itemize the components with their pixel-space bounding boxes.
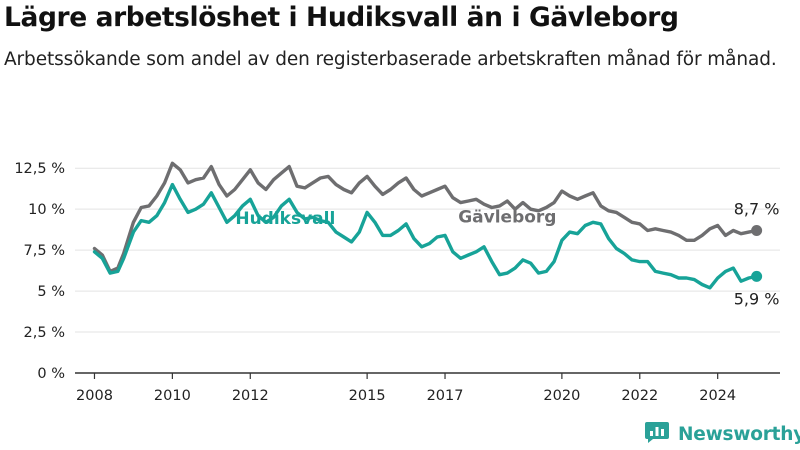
y-tick-label: 0 % bbox=[37, 366, 65, 382]
series-label-gavleborg: Gävleborg bbox=[458, 207, 556, 227]
x-tick-label: 2010 bbox=[154, 388, 191, 404]
y-tick-label: 12,5 % bbox=[14, 161, 65, 177]
y-axis-ticks: 0 % 2,5 % 5 % 7,5 % 10 % 12,5 % bbox=[14, 161, 65, 382]
brand-logo[interactable]: Newsworthy bbox=[644, 420, 800, 448]
x-tick-label: 2015 bbox=[349, 388, 386, 404]
end-value-gavleborg: 8,7 % bbox=[734, 199, 780, 218]
series-end-point bbox=[751, 224, 763, 236]
series-line-gavleborg bbox=[92, 161, 759, 274]
x-tick-label: 2020 bbox=[543, 388, 580, 404]
page-subtitle: Arbetssökande som andel av den registerb… bbox=[4, 49, 777, 70]
page-title: Lägre arbetslöshet i Hudiksvall än i Gäv… bbox=[4, 2, 679, 33]
series-line-hudiksvall bbox=[92, 182, 759, 290]
x-axis-ticks: 2008 2010 2012 2015 2017 2020 2022 2024 bbox=[76, 373, 736, 404]
y-tick-label: 7,5 % bbox=[24, 243, 65, 259]
x-tick-label: 2022 bbox=[621, 388, 658, 404]
x-tick-label: 2012 bbox=[232, 388, 269, 404]
y-tick-label: 10 % bbox=[28, 202, 65, 218]
grid-lines bbox=[75, 167, 780, 374]
x-tick-label: 2024 bbox=[699, 388, 736, 404]
newsworthy-logo-icon bbox=[644, 420, 670, 448]
end-value-hudiksvall: 5,9 % bbox=[734, 289, 780, 308]
brand-name: Newsworthy bbox=[678, 423, 800, 445]
series-lines bbox=[92, 161, 763, 290]
x-tick-label: 2008 bbox=[76, 388, 113, 404]
x-tick-label: 2017 bbox=[427, 388, 464, 404]
series-end-point bbox=[751, 270, 763, 282]
y-tick-label: 2,5 % bbox=[24, 325, 65, 341]
y-tick-label: 5 % bbox=[37, 284, 65, 300]
series-label-hudiksvall: Hudiksvall bbox=[235, 209, 335, 229]
